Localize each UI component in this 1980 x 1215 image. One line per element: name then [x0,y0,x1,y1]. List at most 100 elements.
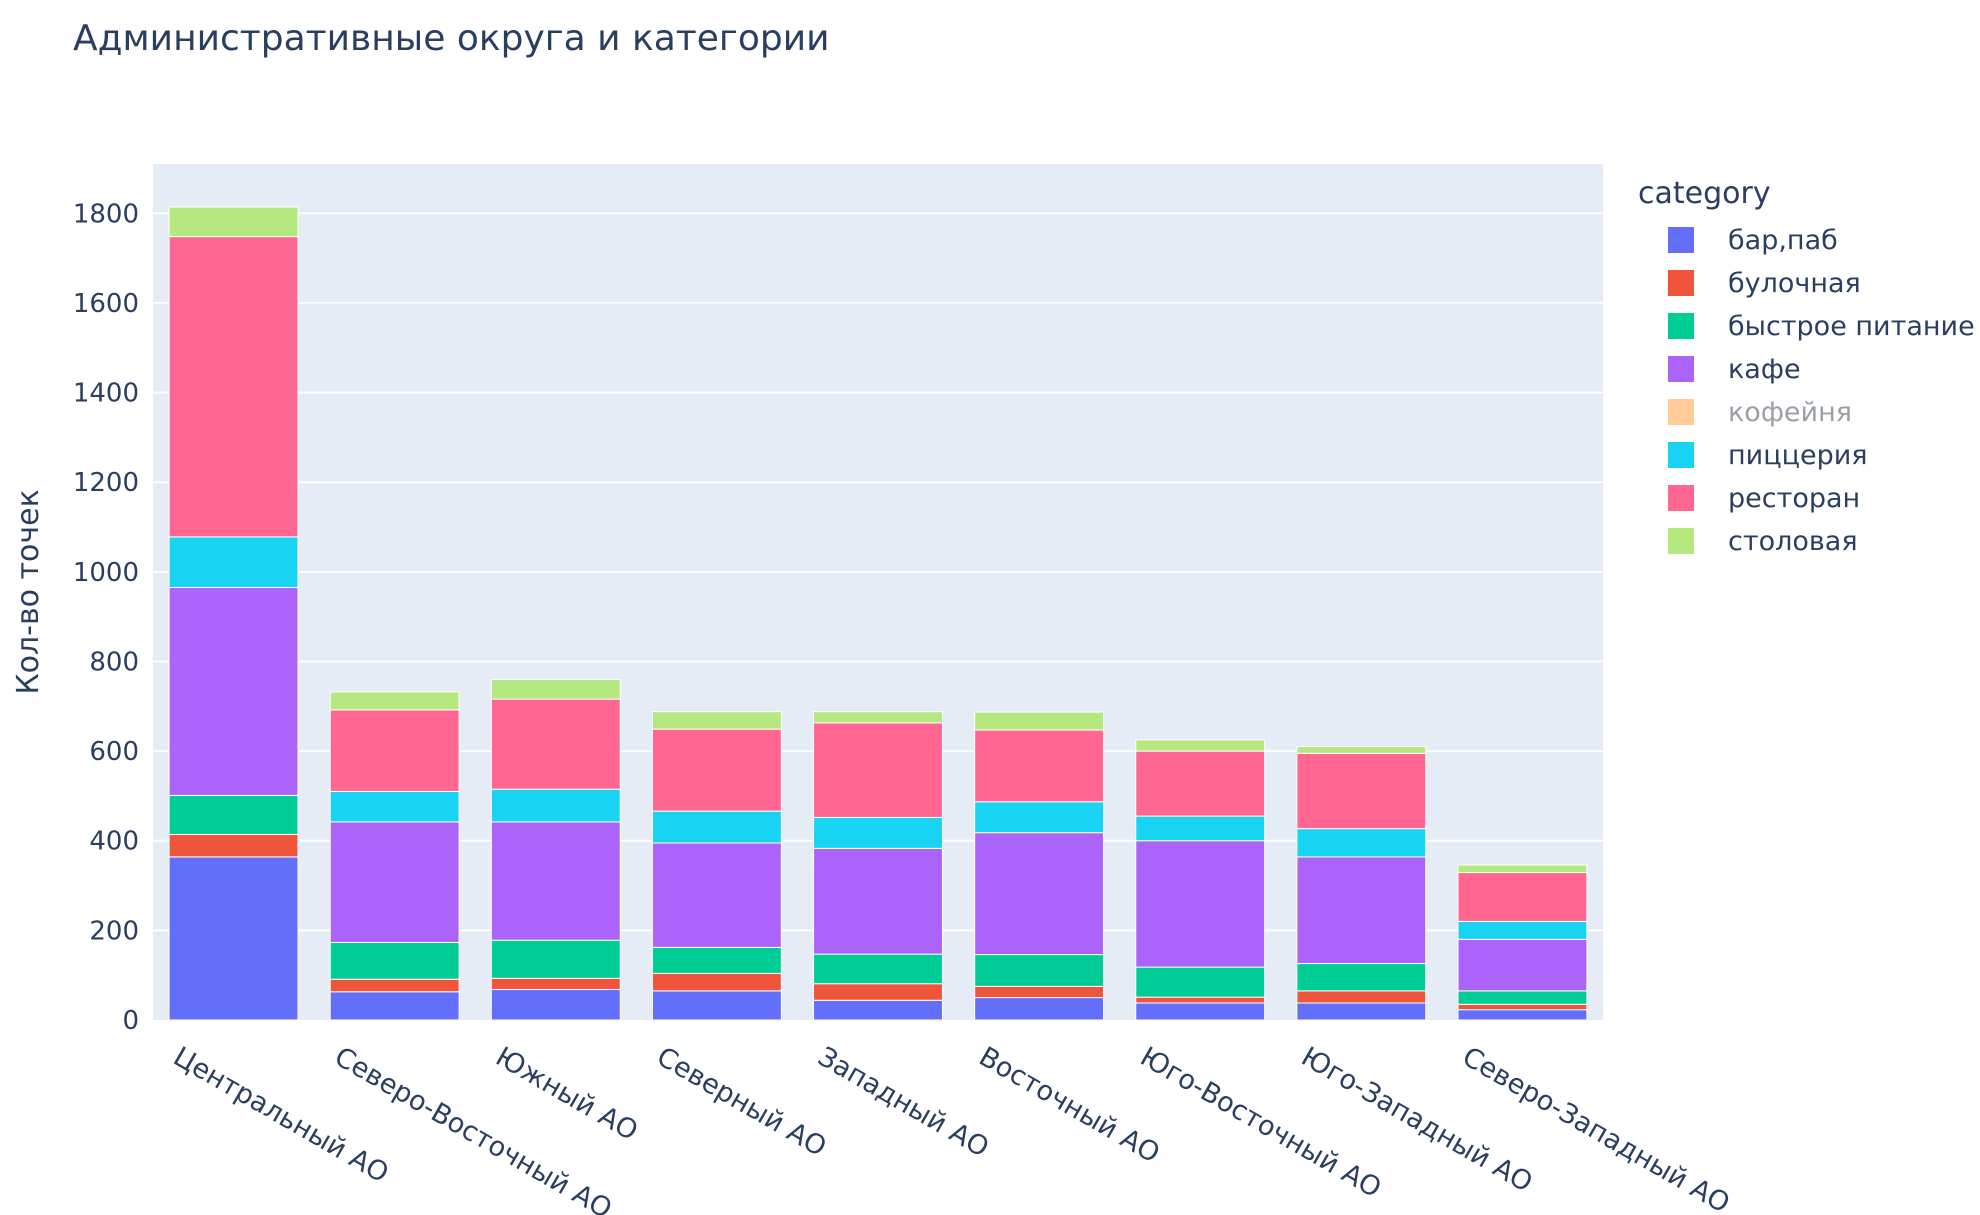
bar-segment[interactable] [1296,963,1427,992]
bar-segment[interactable] [1296,752,1427,830]
bar-segment[interactable] [490,698,621,790]
bar-segment[interactable] [1457,1009,1588,1021]
bar-segment[interactable] [813,711,943,724]
bar-segment[interactable] [651,810,782,844]
bar-segment[interactable] [813,722,943,818]
bar-segment[interactable] [1296,856,1427,965]
legend-item-label[interactable]: быстрое питание [1728,311,1975,342]
bar-segment[interactable] [490,977,621,991]
bar-segment[interactable] [329,790,460,823]
bar-segment[interactable] [490,821,621,941]
bar-segment[interactable] [329,709,460,792]
bar-segment[interactable] [1135,739,1266,752]
bar-segment[interactable] [1457,990,1588,1005]
bar-segment[interactable] [813,847,943,955]
y-tick-label: 400 [89,827,139,857]
bar-segment[interactable] [1457,872,1588,922]
legend-item-label[interactable]: кофейня [1728,397,1852,428]
bar-segment[interactable] [1135,840,1266,968]
bar-segment[interactable] [974,985,1105,999]
bar-segment[interactable] [651,728,782,812]
chart-title: Административные округа и категории [73,18,830,59]
legend-item-label[interactable]: пиццерия [1728,440,1868,471]
bar-segment[interactable] [974,954,1105,987]
y-tick-label: 1000 [73,558,139,588]
bar-segment[interactable] [651,946,782,974]
bar-segment[interactable] [974,832,1105,956]
bar-segment[interactable] [651,711,782,730]
bar-segment[interactable] [168,536,299,589]
legend-swatch[interactable] [1668,227,1694,253]
bar-segment[interactable] [490,939,621,979]
bar-segment[interactable] [1135,1002,1266,1021]
y-tick-label: 0 [122,1006,139,1036]
bar-segment[interactable] [490,788,621,823]
y-tick-label: 800 [89,647,139,677]
bar-segment[interactable] [1135,996,1266,1004]
y-axis-label: Кол-во точек [11,489,46,694]
y-tick-label: 1400 [73,379,139,409]
bar-segment[interactable] [974,729,1105,803]
bar-segment[interactable] [1296,1002,1427,1021]
bar-segment[interactable] [1457,864,1588,874]
bar-segment[interactable] [329,978,460,993]
bar-segment[interactable] [329,941,460,980]
bar-segment[interactable] [1296,828,1427,858]
bar-segment[interactable] [1457,938,1588,992]
legend-swatch[interactable] [1668,270,1694,296]
bars-layer [168,206,1588,1021]
legend-item-label[interactable]: булочная [1728,268,1861,299]
bar-segment[interactable] [490,989,621,1021]
bar-segment[interactable] [651,972,782,992]
bar-segment[interactable] [1296,746,1427,754]
y-tick-label: 1200 [73,468,139,498]
bar-segment[interactable] [1135,815,1266,842]
legend-swatch[interactable] [1668,528,1694,554]
bar-segment[interactable] [651,990,782,1021]
bar-segment[interactable] [813,999,943,1021]
bar-segment[interactable] [329,691,460,711]
bar-segment[interactable] [490,678,621,700]
legend-swatch[interactable] [1668,356,1694,382]
bar-segment[interactable] [1135,966,1266,998]
legend-item-label[interactable]: ресторан [1728,483,1860,514]
bar-segment[interactable] [168,833,299,858]
bar-segment[interactable] [1135,750,1266,817]
bar-segment[interactable] [1457,920,1588,940]
y-tick-label: 600 [89,737,139,767]
x-tick-label: Северный АО [651,1041,831,1163]
bar-segment[interactable] [974,997,1105,1021]
bar-segment[interactable] [168,856,299,1021]
legend-item-label[interactable]: кафе [1728,354,1801,385]
x-tick-label: Северо-Западный АО [1457,1041,1735,1215]
x-tick-label: Северо-Восточный АО [329,1041,617,1215]
bar-segment[interactable] [329,821,460,943]
y-tick-label: 1800 [73,199,139,229]
legend-swatch[interactable] [1668,485,1694,511]
legend: category бар,паб булочная быстрое питание к… [1638,176,1975,557]
y-tick-label: 200 [89,916,139,946]
x-tick-label: Западный АО [813,1041,994,1164]
legend-item-label[interactable]: бар,паб [1728,225,1838,256]
bar-segment[interactable] [651,842,782,948]
bar-segment[interactable] [974,801,1105,834]
legend-item-label[interactable]: столовая [1728,526,1858,557]
legend-swatch[interactable] [1668,313,1694,339]
bar-segment[interactable] [168,587,299,796]
bar-segment[interactable] [168,794,299,835]
legend-swatch[interactable] [1668,399,1694,425]
x-tick-label: Восточный АО [974,1041,1165,1169]
bar-segment[interactable] [168,206,299,238]
bar-segment[interactable] [329,991,460,1021]
bar-segment[interactable] [813,983,943,1001]
bar-segment[interactable] [813,816,943,849]
bar-segment[interactable] [168,236,299,538]
bar-segment[interactable] [974,711,1105,731]
bar-segment[interactable] [1296,990,1427,1004]
y-axis-ticks: 0 200 400 600 800 1000 1200 1400 1600 1800 [73,199,139,1036]
legend-swatch[interactable] [1668,442,1694,468]
bar-segment[interactable] [1457,1003,1588,1011]
bar-segment[interactable] [813,953,943,985]
y-tick-label: 1600 [73,289,139,319]
